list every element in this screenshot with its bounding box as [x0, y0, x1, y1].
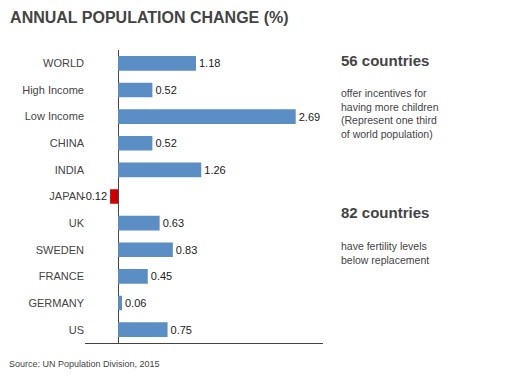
svg-text:0.63: 0.63 [163, 217, 184, 229]
svg-text:GERMANY: GERMANY [28, 297, 84, 309]
svg-text:Source: UN Population Division: Source: UN Population Division, 2015 [9, 359, 160, 369]
svg-text:0.52: 0.52 [155, 137, 176, 149]
svg-text:2.69: 2.69 [299, 111, 320, 123]
svg-text:0.75: 0.75 [171, 324, 192, 336]
svg-text:CHINA: CHINA [50, 137, 85, 149]
svg-text:INDIA: INDIA [55, 164, 85, 176]
svg-text:1.18: 1.18 [199, 57, 220, 69]
svg-text:offer incentives forhaving mor: offer incentives forhaving more children… [341, 87, 439, 140]
svg-text:56 countries: 56 countries [341, 52, 429, 69]
svg-text:FRANCE: FRANCE [39, 270, 84, 282]
svg-text:0.06: 0.06 [125, 297, 146, 309]
svg-text:0.83: 0.83 [176, 244, 197, 256]
svg-text:1.26: 1.26 [204, 164, 225, 176]
svg-text:ANNUAL POPULATION CHANGE (%): ANNUAL POPULATION CHANGE (%) [10, 9, 289, 26]
svg-text:UK: UK [69, 217, 85, 229]
svg-text:Low Income: Low Income [25, 110, 84, 122]
svg-text:US: US [69, 324, 84, 336]
svg-text:WORLD: WORLD [43, 57, 84, 69]
svg-text:0.52: 0.52 [155, 84, 176, 96]
svg-text:SWEDEN: SWEDEN [36, 244, 84, 256]
svg-text:JAPAN: JAPAN [49, 190, 84, 202]
svg-text:82 countries: 82 countries [341, 204, 429, 221]
svg-text:0.45: 0.45 [151, 270, 172, 282]
svg-text:have fertility levelsbelow rep: have fertility levelsbelow replacement [341, 240, 429, 266]
svg-text:-0.12: -0.12 [82, 190, 107, 202]
svg-text:High Income: High Income [22, 84, 84, 96]
